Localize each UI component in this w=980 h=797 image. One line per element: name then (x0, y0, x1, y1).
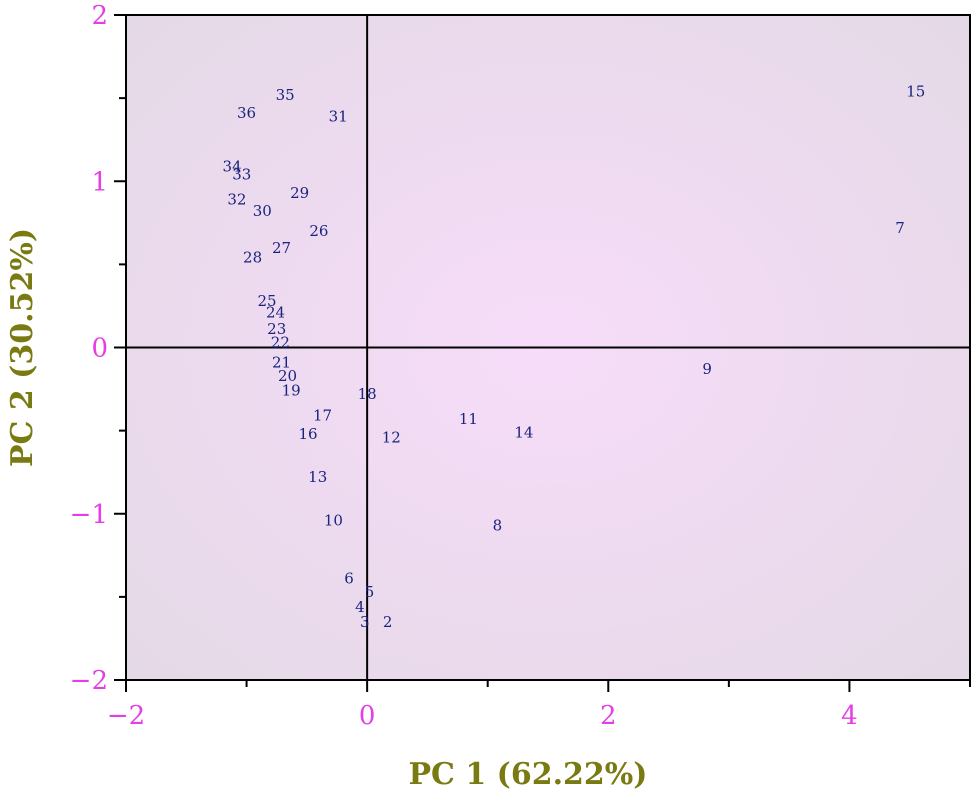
x-tick-label: −2 (107, 701, 145, 731)
point-label: 17 (313, 407, 332, 425)
point-label: 30 (253, 202, 272, 220)
point-label: 20 (278, 367, 297, 385)
point-label: 31 (329, 107, 348, 125)
point-label: 18 (358, 385, 377, 403)
y-tick-label: 0 (91, 334, 108, 364)
y-tick-label: 2 (91, 1, 108, 31)
point-label: 10 (324, 511, 343, 529)
point-label: 34 (223, 157, 242, 175)
point-label: 9 (702, 360, 712, 378)
data-points: 2345678910111213141516171819202122232425… (223, 82, 926, 630)
point-label: 29 (290, 184, 309, 202)
point-label: 22 (271, 334, 290, 352)
y-axis: −2 −1 0 1 2 (70, 1, 126, 696)
point-label: 11 (459, 410, 478, 428)
point-label: 23 (267, 320, 286, 338)
point-label: 2 (383, 613, 393, 631)
y-tick-label: −1 (70, 500, 108, 530)
point-label: 21 (272, 353, 291, 371)
point-label: 8 (493, 516, 503, 534)
y-axis-title: PC 2 (30.52%) (5, 228, 40, 467)
point-label: 14 (514, 423, 533, 441)
point-label: 19 (282, 382, 301, 400)
point-label: 15 (906, 82, 925, 100)
point-label: 24 (266, 304, 285, 322)
point-label: 6 (344, 570, 354, 588)
point-label: 28 (243, 249, 262, 267)
y-tick-label: 1 (91, 167, 108, 197)
point-label: 32 (227, 191, 246, 209)
x-tick-label: 4 (841, 701, 858, 731)
point-label: 25 (258, 292, 277, 310)
point-label: 4 (355, 598, 365, 616)
point-label: 35 (276, 86, 295, 104)
reference-lines (126, 15, 970, 680)
x-axis: −2 0 2 4 (107, 680, 971, 731)
y-tick-label: −2 (70, 666, 108, 696)
point-label: 26 (309, 222, 328, 240)
x-axis-title: PC 1 (62.22%) (408, 757, 647, 792)
point-label: 33 (232, 166, 251, 184)
point-label: 3 (360, 613, 370, 631)
point-label: 36 (237, 104, 256, 122)
point-label: 7 (895, 219, 905, 237)
x-tick-label: 0 (359, 701, 376, 731)
point-label: 16 (299, 425, 318, 443)
point-label: 13 (308, 468, 327, 486)
point-label: 27 (272, 239, 291, 257)
point-label: 12 (382, 428, 401, 446)
x-tick-label: 2 (600, 701, 617, 731)
point-label: 5 (365, 583, 375, 601)
